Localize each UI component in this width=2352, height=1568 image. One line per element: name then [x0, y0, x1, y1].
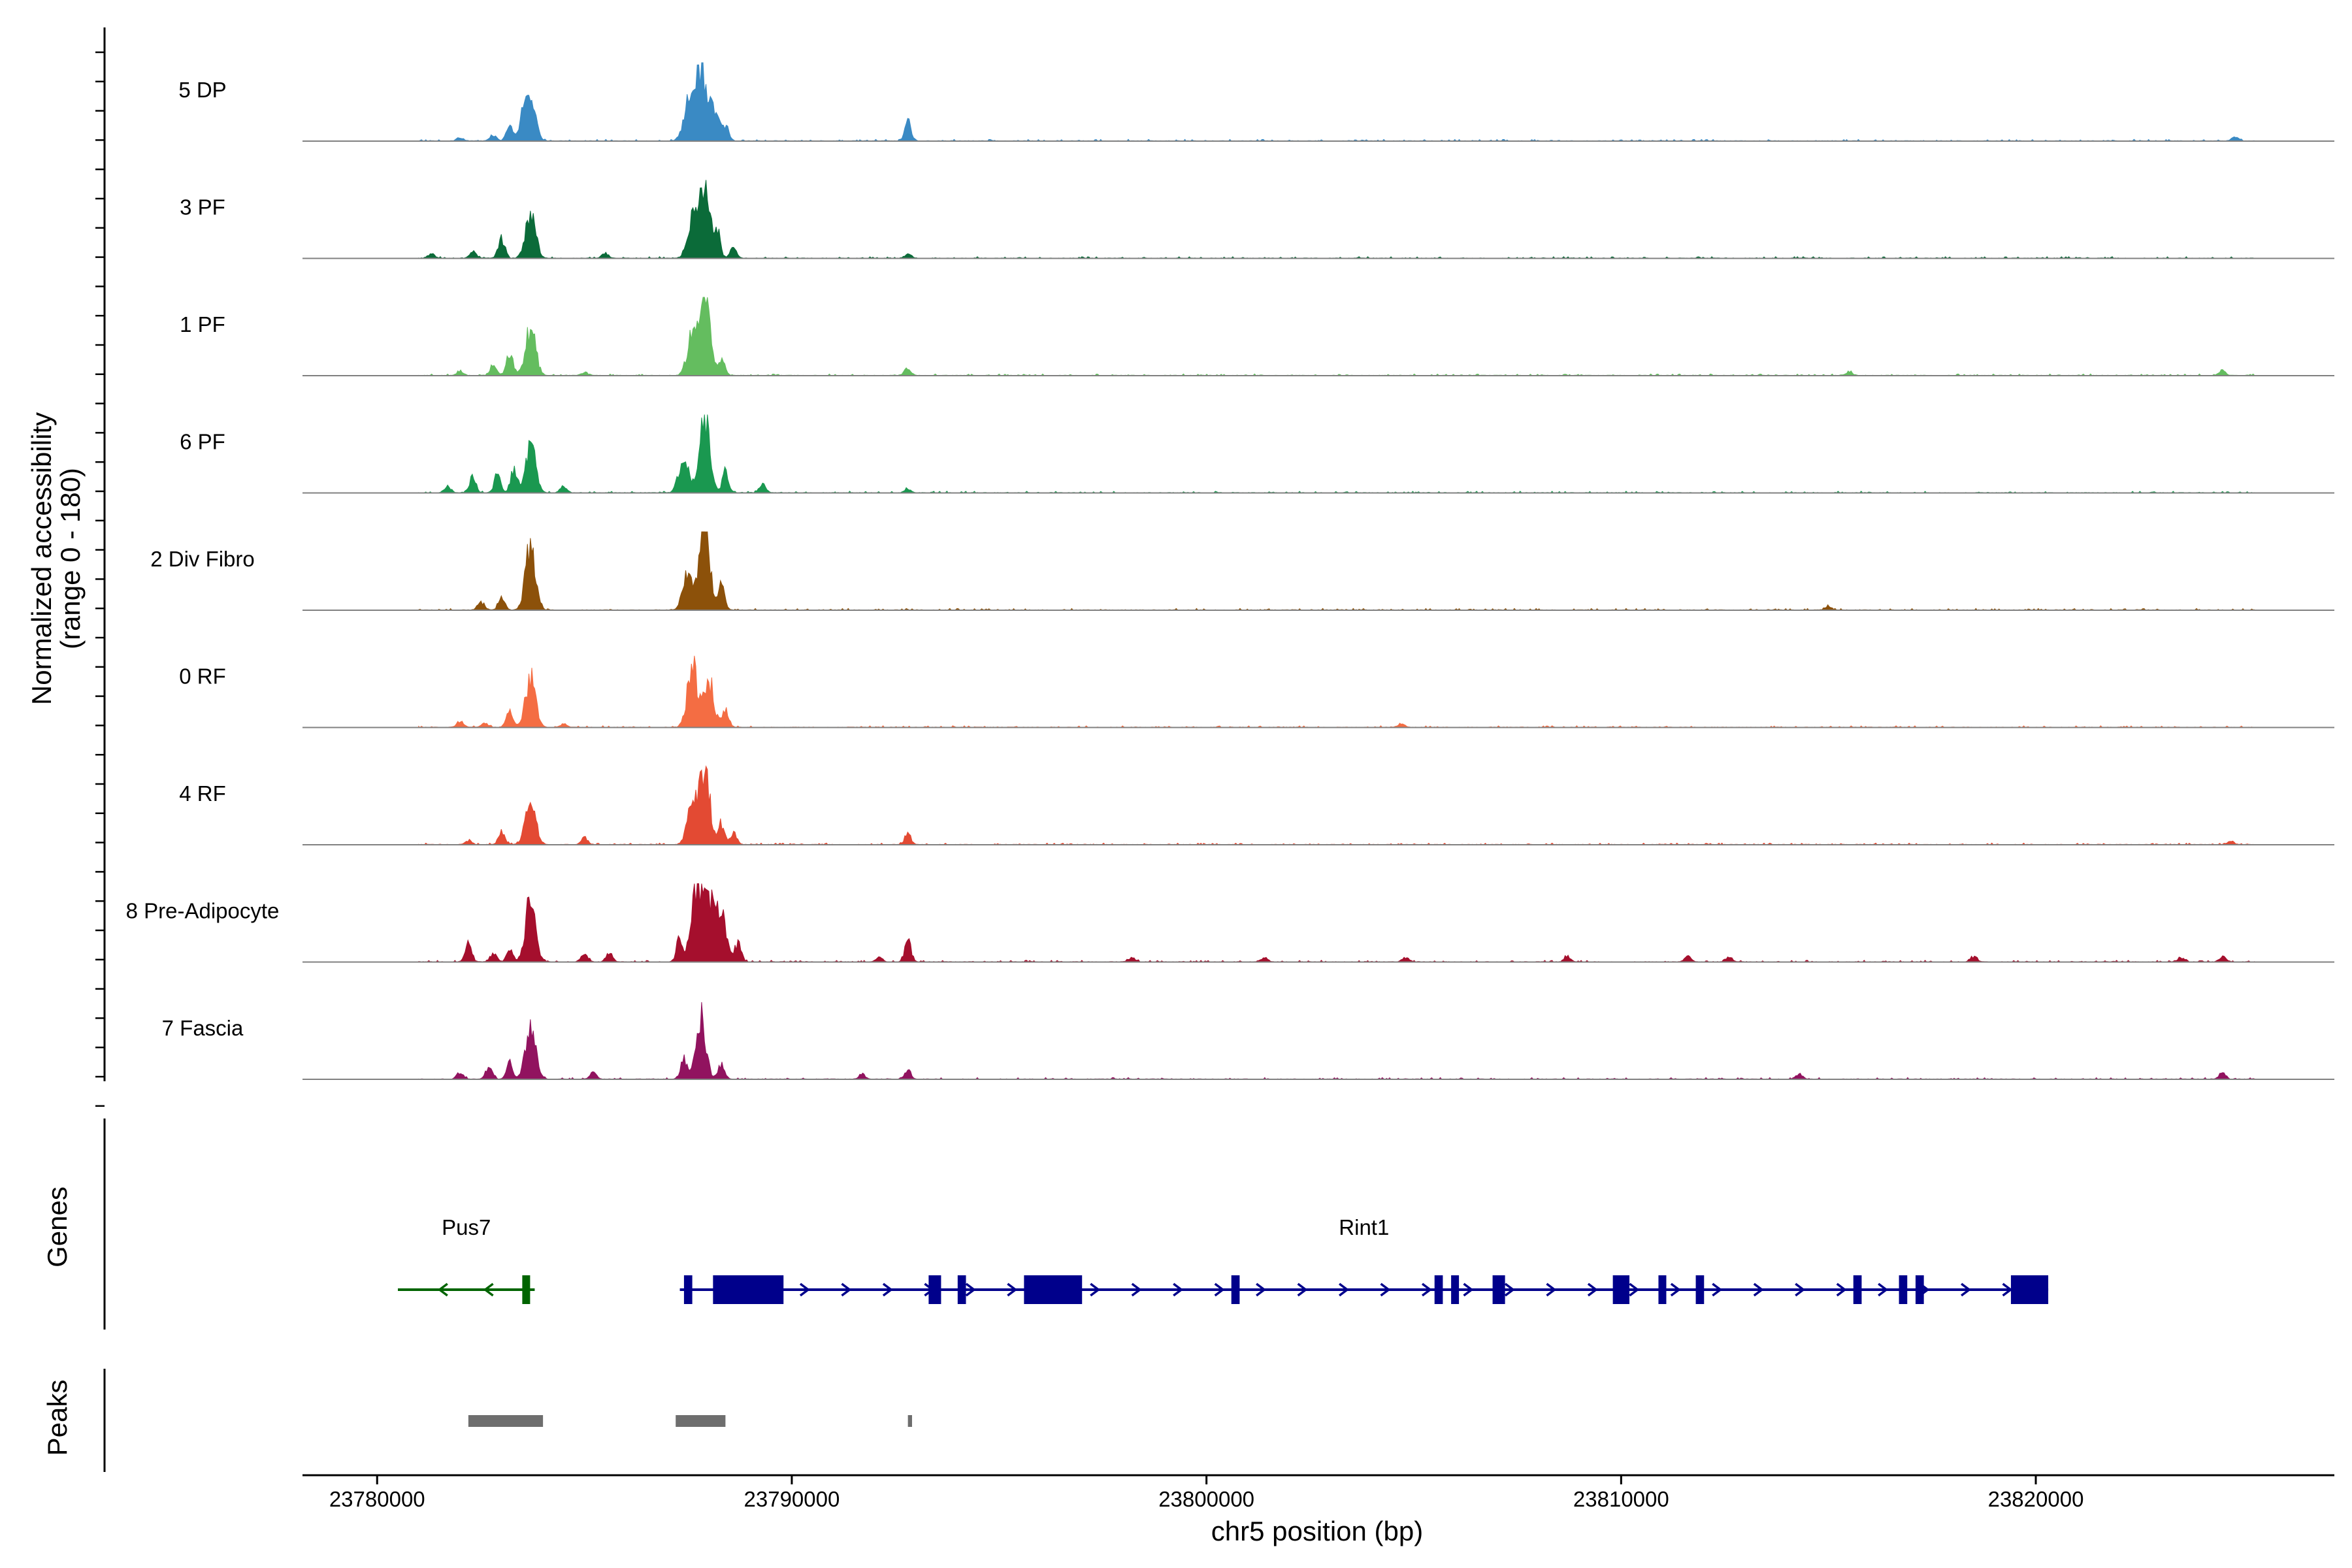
exon-rint1 [1024, 1275, 1083, 1304]
exon-rint1 [1612, 1275, 1630, 1304]
track-label-2-div-fibro: 2 Div Fibro [150, 547, 255, 571]
strand-arrow-rint1 [1587, 1282, 1598, 1297]
exon-rint1 [928, 1275, 941, 1304]
gene-label-pus7: Pus7 [442, 1215, 491, 1239]
strand-arrow-rint1 [965, 1282, 976, 1297]
x-tick-label: 23800000 [1158, 1487, 1254, 1511]
y-axis-label: Normalized accessibility [26, 412, 57, 705]
track-label-1-pf: 1 PF [180, 312, 225, 336]
y-axis-label-range: (range 0 - 180) [55, 468, 86, 649]
strand-arrow-rint1 [1173, 1282, 1184, 1297]
peaks-track-label: Peaks [42, 1380, 73, 1456]
track-label-3-pf: 3 PF [180, 195, 225, 220]
genes-track-label: Genes [42, 1186, 73, 1267]
track-label-5-dp: 5 DP [178, 78, 226, 102]
strand-arrow-rint1 [841, 1282, 852, 1297]
strand-arrow-rint1 [1878, 1282, 1889, 1297]
strand-arrow-pus7 [437, 1282, 448, 1297]
exon-rint1 [1231, 1275, 1240, 1304]
coverage-tracks: 5 DP 3 PF 1 PF 6 PF 2 Div Fibro 0 RF 4 RF 8 Pre… [126, 62, 2334, 1080]
strand-arrow-rint1 [1712, 1282, 1723, 1297]
strand-arrow-rint1 [1256, 1282, 1267, 1297]
track-label-7-fascia: 7 Fascia [162, 1016, 244, 1040]
strand-arrow-rint1 [1090, 1282, 1101, 1297]
strand-arrow-rint1 [1836, 1282, 1847, 1297]
strand-arrow-rint1 [1297, 1282, 1308, 1297]
gene-label-rint1: Rint1 [1339, 1215, 1389, 1239]
strand-arrow-rint1 [1131, 1282, 1142, 1297]
strand-arrow-rint1 [1463, 1282, 1474, 1297]
exon-rint1 [1492, 1275, 1505, 1304]
peak-track [468, 1415, 912, 1427]
strand-arrow-rint1 [1504, 1282, 1515, 1297]
x-tick-label: 23820000 [1988, 1487, 2084, 1511]
strand-arrow-rint1 [1380, 1282, 1391, 1297]
track-label-8-pre-adipocyte: 8 Pre-Adipocyte [126, 899, 280, 923]
exon-rint1 [1853, 1275, 1862, 1304]
exon-pus7 [522, 1275, 531, 1304]
strand-arrow-rint1 [1795, 1282, 1806, 1297]
exon-rint1 [1451, 1275, 1460, 1304]
track-label-6-pf: 6 PF [180, 430, 225, 454]
x-axis: 23780000 23790000 23800000 23810000 23820000 [95, 27, 2334, 1511]
x-tick-label: 23780000 [329, 1487, 425, 1511]
coverage-area-7-fascia [418, 1002, 2256, 1080]
strand-arrow-rint1 [1629, 1282, 1640, 1297]
gene-annotation-track: Pus7 Rint1 [397, 1215, 2049, 1304]
peak-region [907, 1415, 912, 1427]
strand-arrow-rint1 [1214, 1282, 1225, 1297]
peak-region [468, 1415, 544, 1427]
strand-arrow-rint1 [1007, 1282, 1018, 1297]
strand-arrow-rint1 [1753, 1282, 1764, 1297]
strand-arrow-rint1 [1670, 1282, 1681, 1297]
track-label-4-rf: 4 RF [179, 781, 226, 806]
exon-rint1 [2010, 1275, 2049, 1304]
strand-arrow-pus7 [483, 1282, 494, 1297]
exon-rint1 [1658, 1275, 1667, 1304]
exon-rint1 [957, 1275, 966, 1304]
exon-rint1 [683, 1275, 693, 1304]
exon-rint1 [1899, 1275, 1908, 1304]
exon-rint1 [1915, 1275, 1924, 1304]
x-tick-label: 23790000 [744, 1487, 840, 1511]
exon-rint1 [713, 1275, 784, 1304]
track-label-0-rf: 0 RF [179, 664, 226, 689]
x-axis-title: chr5 position (bp) [1211, 1516, 1424, 1546]
strand-arrow-rint1 [882, 1282, 893, 1297]
peak-region [676, 1415, 726, 1427]
strand-arrow-rint1 [799, 1282, 810, 1297]
exon-rint1 [1695, 1275, 1705, 1304]
strand-arrow-rint1 [1961, 1282, 1972, 1297]
strand-arrow-rint1 [2002, 1282, 2013, 1297]
exon-rint1 [1434, 1275, 1443, 1304]
strand-arrow-rint1 [1421, 1282, 1432, 1297]
strand-arrow-rint1 [1339, 1282, 1349, 1297]
x-tick-label: 23810000 [1573, 1487, 1669, 1511]
strand-arrow-rint1 [1546, 1282, 1557, 1297]
